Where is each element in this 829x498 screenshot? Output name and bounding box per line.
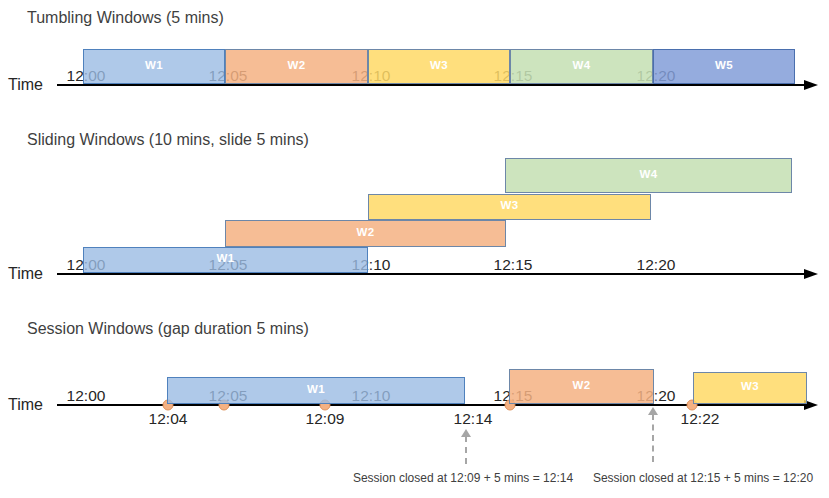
window-label: W2	[357, 226, 375, 238]
window-box-w4: W4	[510, 49, 653, 84]
window-box-w5: W5	[653, 49, 795, 84]
section-title-tumbling: Tumbling Windows (5 mins)	[27, 9, 224, 27]
event-time-label: 12:22	[681, 410, 720, 428]
window-box-w1: W1	[83, 49, 225, 84]
window-box-w3: W3	[368, 49, 510, 84]
arrowhead-up-icon	[461, 429, 471, 437]
event-time-label: 12:04	[149, 410, 188, 428]
window-label: W1	[217, 252, 235, 264]
section-title-session: Session Windows (gap duration 5 mins)	[27, 320, 309, 338]
window-box-w4: W4	[505, 158, 792, 193]
window-label: W1	[307, 383, 325, 395]
window-box-w2: W2	[509, 369, 654, 404]
session-close-arrow-icon	[652, 414, 654, 462]
window-label: W4	[573, 59, 591, 71]
event-time-label: 12:09	[306, 410, 345, 428]
window-box-w1: W1	[83, 247, 368, 273]
window-box-w2: W2	[225, 220, 506, 247]
event-time-label: 12:14	[454, 410, 493, 428]
window-label: W2	[573, 379, 591, 391]
session-close-annotation: Session closed at 12:09 + 5 mins = 12:14	[353, 471, 573, 485]
time-axis-label: Time	[8, 396, 43, 414]
windowing-strategies-diagram: Tumbling Windows (5 mins)Time12:0012:051…	[0, 0, 829, 498]
window-label: W4	[640, 168, 658, 180]
window-label: W3	[741, 380, 759, 392]
tick-label: 12:00	[67, 387, 106, 405]
window-label: W5	[715, 59, 733, 71]
timeline-axis	[57, 273, 806, 275]
window-label: W3	[501, 199, 519, 211]
window-box-w1: W1	[167, 377, 465, 404]
axis-arrowhead-icon	[804, 269, 818, 279]
time-axis-label: Time	[8, 265, 43, 283]
time-axis-label: Time	[8, 76, 43, 94]
arrowhead-up-icon	[648, 407, 658, 415]
window-box-w2: W2	[225, 49, 368, 84]
session-close-arrow-icon	[465, 436, 467, 464]
window-label: W2	[288, 59, 306, 71]
axis-arrowhead-icon	[804, 80, 818, 90]
window-box-w3: W3	[368, 194, 651, 220]
session-close-annotation: Session closed at 12:15 + 5 mins = 12:20	[593, 471, 813, 485]
section-title-sliding: Sliding Windows (10 mins, slide 5 mins)	[27, 131, 309, 149]
window-label: W3	[430, 59, 448, 71]
timeline-axis	[57, 84, 806, 86]
window-label: W1	[145, 59, 163, 71]
window-box-w3: W3	[693, 372, 807, 404]
tick-label: 12:20	[637, 256, 676, 274]
tick-label: 12:15	[494, 256, 533, 274]
